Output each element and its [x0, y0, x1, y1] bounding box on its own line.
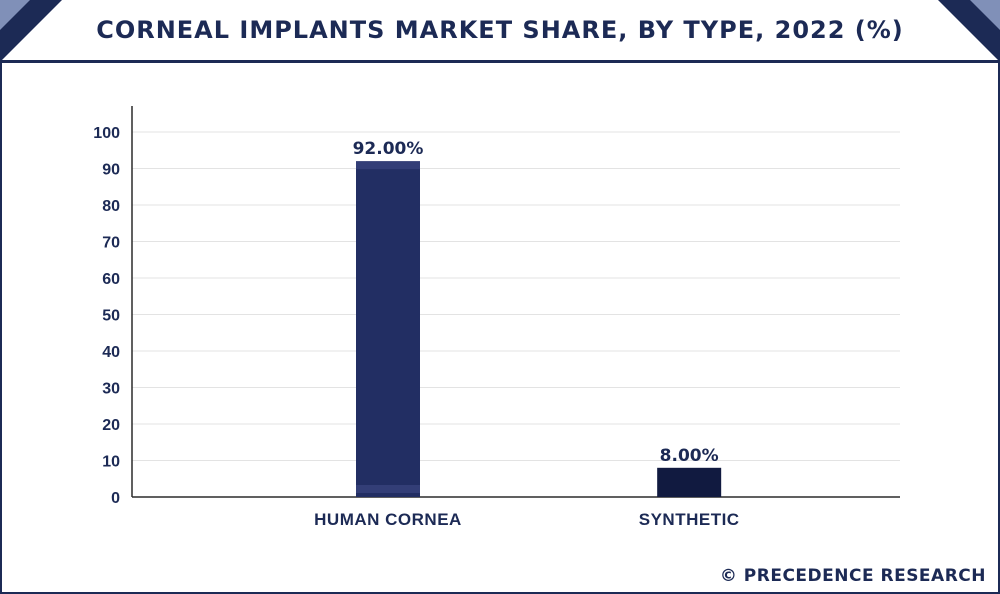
y-tick-labels: 0 10 20 30 40 50 60 70 80 90 100	[93, 125, 120, 507]
y-tick-label: 30	[102, 381, 120, 398]
y-tick-label: 40	[102, 344, 120, 361]
header-corner-right-accent	[970, 0, 1000, 30]
y-tick-label: 100	[93, 125, 120, 142]
bar-human-cornea	[356, 161, 420, 497]
y-tick-label: 0	[111, 490, 120, 507]
y-tick-label: 60	[102, 271, 120, 288]
y-tick-label: 70	[102, 235, 120, 252]
y-tick-label: 20	[102, 417, 120, 434]
bar-synthetic	[657, 467, 722, 497]
y-tick-label: 90	[102, 162, 120, 179]
category-label: SYNTHETIC	[639, 510, 740, 529]
data-label: 92.00%	[353, 139, 424, 159]
source-credit: © PRECEDENCE RESEARCH	[719, 566, 986, 586]
y-tick-label: 50	[102, 308, 120, 325]
axes	[131, 106, 900, 498]
chart-title: CORNEAL IMPLANTS MARKET SHARE, BY TYPE, …	[96, 16, 904, 44]
gridlines	[132, 131, 900, 461]
y-tick-label: 10	[102, 454, 120, 471]
bars	[356, 161, 722, 497]
category-labels: HUMAN CORNEA SYNTHETIC	[314, 510, 739, 529]
data-label: 8.00%	[660, 446, 719, 466]
bar-highlight-bottom	[356, 485, 420, 493]
data-labels: 92.00% 8.00%	[353, 139, 719, 466]
header-band	[0, 0, 1000, 62]
header-corner-left-accent	[0, 0, 30, 30]
header-divider	[0, 60, 1000, 63]
header: CORNEAL IMPLANTS MARKET SHARE, BY TYPE, …	[0, 0, 1000, 63]
bar-highlight-top	[356, 161, 420, 170]
category-label: HUMAN CORNEA	[314, 510, 462, 529]
y-tick-label: 80	[102, 198, 120, 215]
